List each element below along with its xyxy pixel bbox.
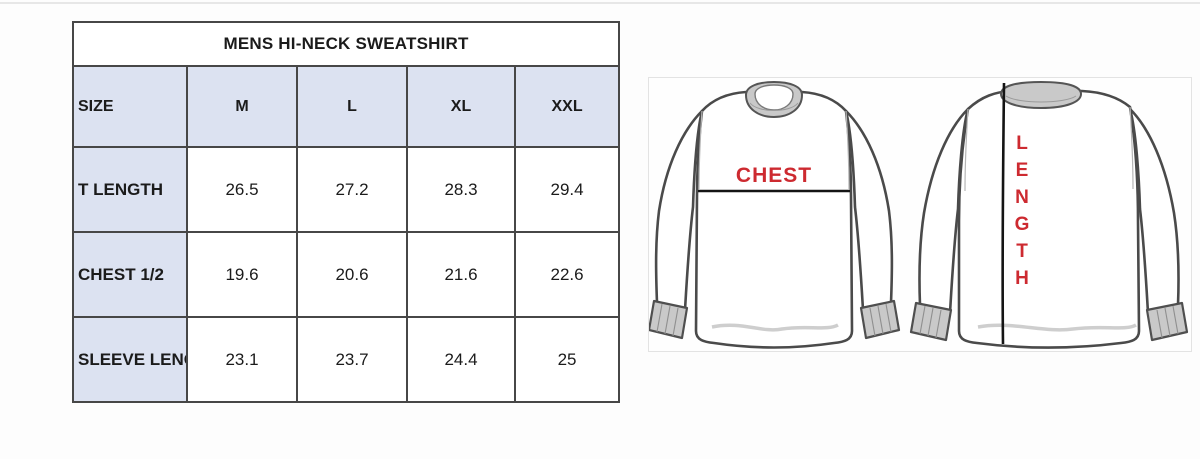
row-label: CHEST 1/2	[72, 231, 188, 318]
length-measure-line	[1001, 82, 1006, 345]
value-cell: 23.7	[296, 316, 408, 403]
svg-text:H: H	[1015, 268, 1029, 289]
back-torso	[957, 89, 1141, 349]
value-cell: 28.3	[406, 146, 516, 233]
front-hem-shading	[711, 323, 839, 332]
back-collar	[999, 81, 1083, 110]
sweatshirt-back-illustration: L E N G T H	[909, 81, 1189, 349]
back-left-sleeve	[909, 107, 970, 342]
sweatshirt-diagram-panel: CHEST L E N G	[648, 77, 1192, 352]
column-header-l: L	[296, 65, 408, 148]
value-cell: 26.5	[186, 146, 298, 233]
svg-text:G: G	[1015, 214, 1030, 235]
column-header-xxl: XXL	[513, 65, 621, 148]
sweatshirt-front-illustration: CHEST	[649, 81, 901, 349]
page-top-divider	[0, 2, 1200, 4]
svg-text:E: E	[1016, 160, 1029, 181]
table-row-sleeve-length: SLEEVE LENGTH 23.1 23.7 24.4 25	[72, 316, 621, 403]
value-cell: 29.4	[513, 146, 621, 233]
value-cell: 23.1	[186, 316, 298, 403]
back-right-sleeve	[1128, 107, 1189, 342]
value-cell: 20.6	[296, 231, 408, 318]
row-label: T LENGTH	[72, 146, 188, 233]
value-cell: 27.2	[296, 146, 408, 233]
front-torso	[694, 90, 854, 349]
svg-text:N: N	[1015, 187, 1029, 208]
header-row: SIZE M L XL XXL	[72, 65, 621, 148]
front-collar	[744, 81, 804, 119]
column-header-size: SIZE	[72, 65, 188, 148]
column-header-xl: XL	[406, 65, 516, 148]
front-left-sleeve	[649, 109, 704, 340]
table-row-chest: CHEST 1/2 19.6 20.6 21.6 22.6	[72, 231, 621, 318]
length-label: L E N G T H	[1015, 133, 1030, 289]
value-cell: 19.6	[186, 231, 298, 318]
table-row-t-length: T LENGTH 26.5 27.2 28.3 29.4	[72, 146, 621, 233]
value-cell: 22.6	[513, 231, 621, 318]
value-cell: 24.4	[406, 316, 516, 403]
value-cell: 25	[513, 316, 621, 403]
svg-text:L: L	[1016, 133, 1028, 154]
row-label: SLEEVE LENGTH	[72, 316, 188, 403]
front-right-sleeve	[844, 109, 901, 340]
value-cell: 21.6	[406, 231, 516, 318]
back-hem-shading	[977, 323, 1137, 332]
chart-title: MENS HI-NECK SWEATSHIRT	[71, 21, 621, 67]
chest-label: CHEST	[736, 164, 812, 187]
title-row: MENS HI-NECK SWEATSHIRT	[71, 21, 621, 67]
size-chart-table: MENS HI-NECK SWEATSHIRT SIZE M L XL XXL …	[71, 21, 621, 403]
svg-text:T: T	[1016, 241, 1028, 262]
column-header-m: M	[186, 65, 298, 148]
